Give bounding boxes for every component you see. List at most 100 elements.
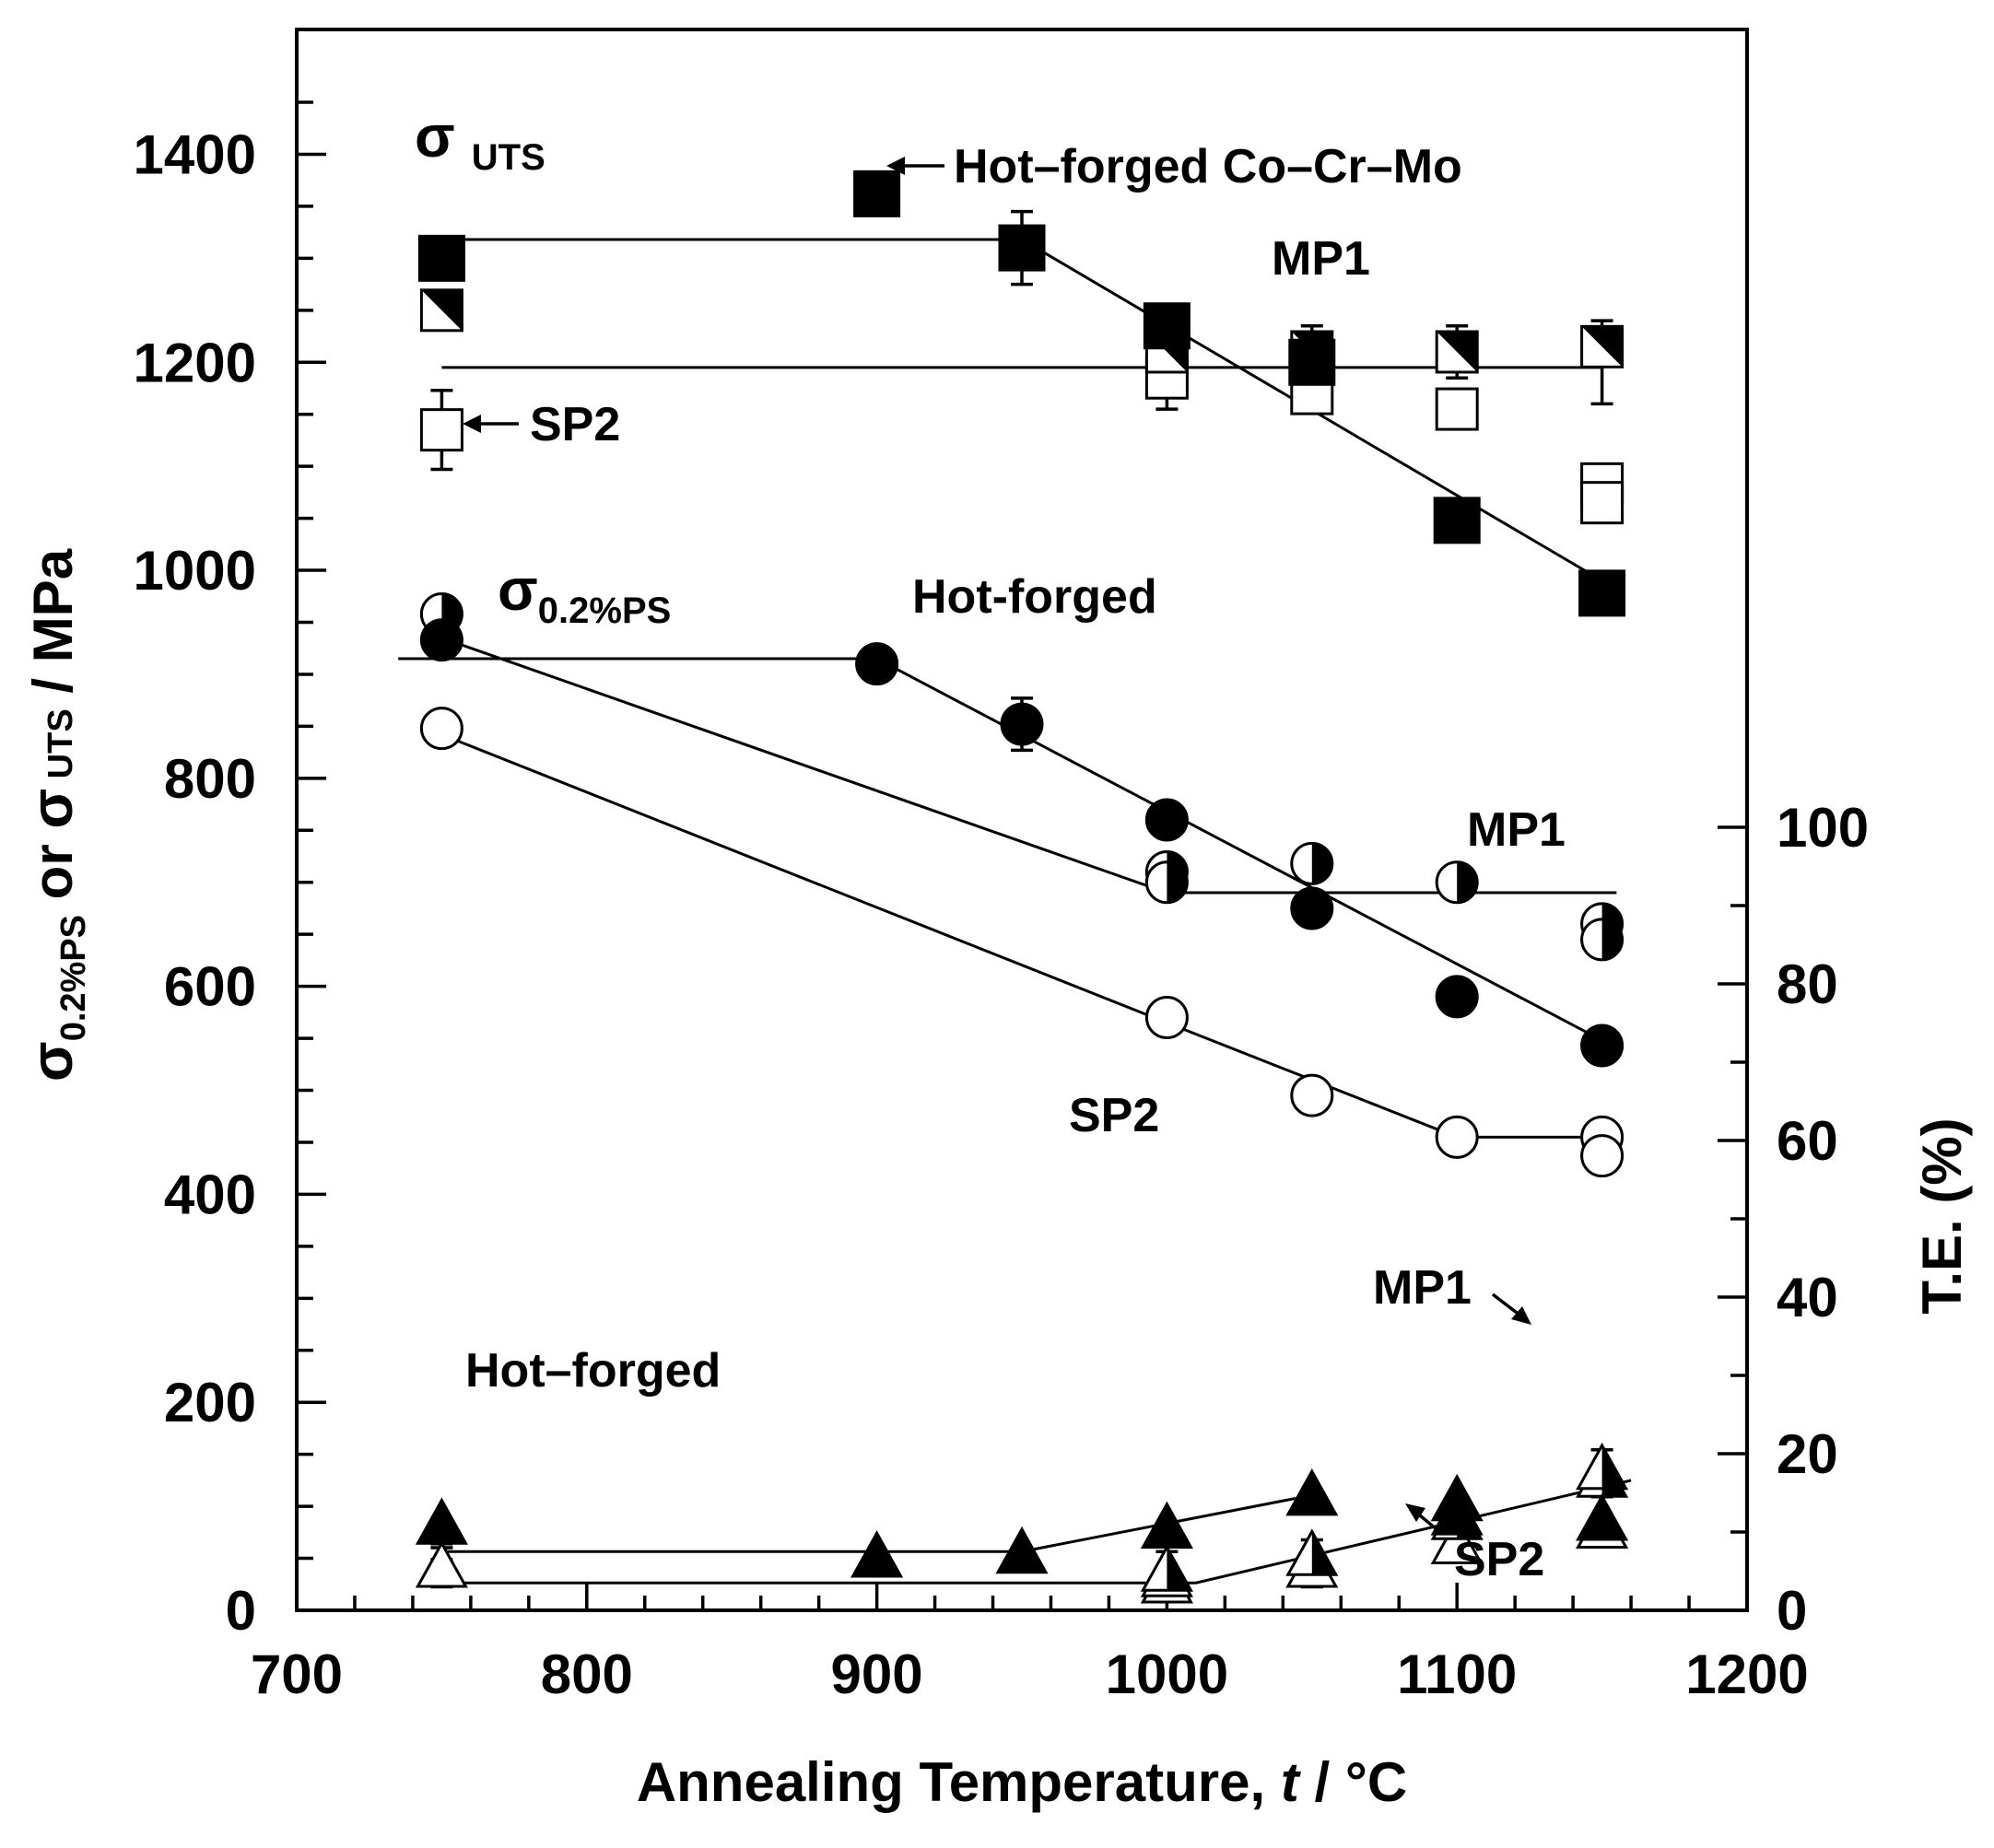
x-tick-label: 1200 [1685,1643,1808,1705]
data-point-triangle-open [1430,1516,1484,1565]
circle-filled-mark [1144,798,1189,842]
data-point-circle-open [1580,1134,1625,1178]
data-point-square-open [419,408,463,452]
arrowhead-uts-hot-forged [886,157,905,175]
arrow-te-mp1 [1491,1292,1522,1317]
data-point-triangle-filled [1576,1493,1629,1541]
data-point-square-filled [853,170,901,217]
circle-half-fill [1601,918,1623,960]
square-filled-mark [1433,497,1481,544]
triangle-half-fill [1601,1445,1626,1489]
data-point-square-open [1580,481,1625,525]
circle-filled-mark [855,642,899,686]
uts-group-label: σ UTS [415,103,545,178]
arrowhead-te-mp1 [1511,1306,1531,1325]
triangle-filled-mark [415,1497,468,1545]
data-point-square-filled [1143,302,1191,350]
data-point-triangle-filled [850,1530,904,1578]
arrowhead-uts-sp2 [463,415,481,433]
trend-line-5 [440,733,1602,1139]
circle-open-mark [1435,1115,1479,1159]
triangle-filled-mark [995,1526,1049,1574]
label-ps-hot-forged: Hot-forged [912,570,1157,624]
data-point-circle-filled [1000,702,1044,746]
trend-line-4 [440,637,1617,895]
y-left-tick-label: 800 [164,748,256,810]
x-tick-label: 800 [541,1643,633,1705]
circle-half-fill [1167,861,1188,903]
data-point-triangle-open [415,1540,468,1588]
ps-group-label: σ0.2%PS [498,556,671,631]
triangle-filled-mark [1576,1493,1629,1541]
data-point-circle-filled [1580,1023,1625,1068]
x-axis-title: Annealing Temperature, t / °C [637,1751,1407,1813]
data-point-square-half [419,288,463,333]
square-filled-mark [998,224,1046,272]
square-open-mark [1580,481,1625,525]
label-ps-mp1: MP1 [1467,803,1566,857]
x-tick-label: 900 [831,1643,923,1705]
circle-filled-mark [1435,975,1479,1019]
square-filled-mark [1143,302,1191,350]
square-open-mark [419,408,463,452]
x-tick-label: 1100 [1397,1643,1517,1705]
label-te-hot-forged: Hot–forged [465,1344,721,1398]
square-filled-mark [1288,338,1336,386]
data-point-square-filled [1578,569,1626,617]
data-point-circle-open [419,707,463,751]
circle-open-mark [419,707,463,751]
y-left-tick-label: 0 [226,1580,256,1642]
y-axis-title-right: T.E. (%) [1911,1117,1973,1314]
square-open-mark [1435,387,1479,431]
y-right-tick-label: 80 [1777,953,1838,1015]
y-right-tick-label: 20 [1777,1423,1838,1485]
triangle-open-mark [415,1540,468,1588]
data-point-square-filled [1433,497,1481,544]
y-left-tick-label: 400 [164,1164,256,1225]
circle-filled-mark [1290,886,1334,930]
y-right-tick-label: 100 [1777,797,1869,859]
trend-line-8 [441,1479,1632,1585]
label-uts-sp2: SP2 [530,398,620,451]
data-point-square-filled [1288,338,1336,386]
data-point-triangle-half [1285,1528,1339,1576]
y-left-tick-label: 200 [164,1372,256,1433]
data-point-circle-open [1290,1073,1334,1117]
y-left-tick-label: 600 [164,956,256,1018]
triangle-half-fill [1311,1531,1336,1575]
circle-filled-mark [1000,702,1044,746]
data-point-circle-open [1435,1115,1479,1159]
triangle-filled-mark [850,1530,904,1578]
x-tick-label: 700 [251,1643,343,1705]
label-te-sp2: SP2 [1454,1533,1544,1586]
circle-half-fill [1457,861,1478,903]
data-point-circle-filled [1435,975,1479,1019]
square-half-fill [1581,326,1623,368]
circle-filled-mark [1580,1023,1625,1068]
square-filled-mark [1578,569,1626,617]
data-point-circle-filled [855,642,899,686]
data-point-triangle-half [1140,1544,1193,1592]
axis-tick-labels: 700 800 900 1000 1100 12000200400600800100012… [134,123,1870,1705]
data-point-triangle-filled [1285,1468,1339,1516]
triangle-open-mark [1430,1516,1484,1565]
triangle-filled-mark [1285,1468,1339,1516]
data-point-square-filled [417,234,465,282]
label-ps-sp2: SP2 [1069,1089,1159,1142]
circle-open-mark [1580,1134,1625,1178]
data-markers [415,170,1629,1604]
data-point-square-open [1435,387,1479,431]
arrowhead-te-sp2 [1405,1503,1425,1522]
triangle-filled-mark [1140,1501,1193,1550]
square-half-fill [421,289,463,331]
data-point-circle-filled [1290,886,1334,930]
square-filled-mark [853,170,901,217]
data-point-circle-open [1144,996,1189,1039]
circle-open-mark [1290,1073,1334,1117]
triangle-filled-mark [1430,1473,1484,1522]
trend-line-3 [398,657,1603,1042]
data-point-triangle-half [1576,1442,1629,1491]
data-point-square-half [1435,330,1479,374]
circle-half-fill [1311,843,1332,884]
